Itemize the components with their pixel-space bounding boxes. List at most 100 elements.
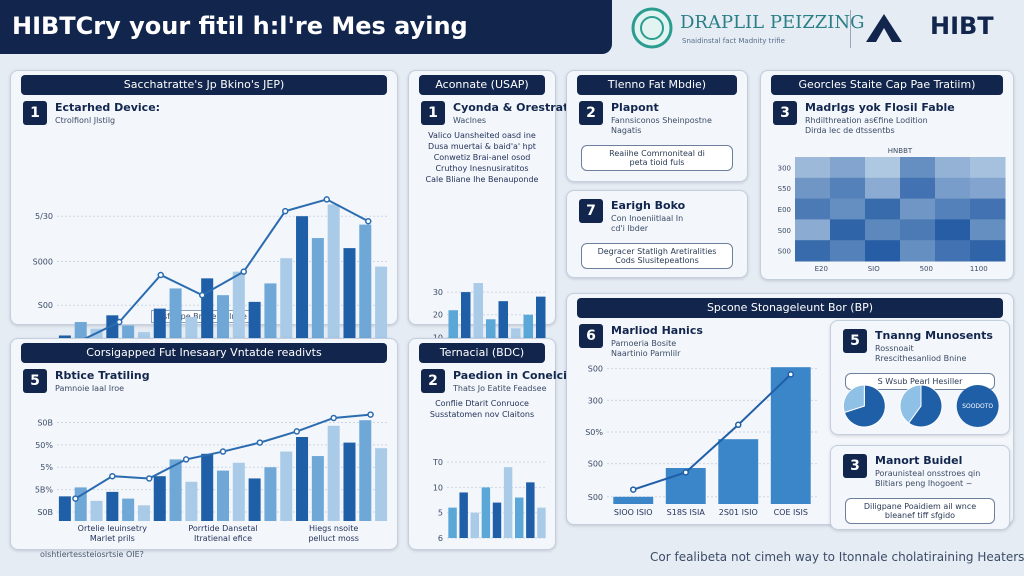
bar: [58, 496, 71, 521]
heat-cell: [795, 177, 831, 200]
y-label: S50: [778, 185, 791, 193]
y-tick-label: S0%: [585, 428, 603, 437]
y-tick-label: 5: [438, 509, 443, 518]
y-label: S00: [778, 248, 791, 256]
bar: [343, 442, 356, 521]
line-dot: [109, 472, 116, 480]
bar: [523, 314, 533, 360]
panel: Georcles Staite Cap Pae Tratiim) 3 Madrlgs…: [760, 70, 1014, 280]
badge: 6: [579, 324, 603, 348]
bar: [448, 310, 458, 360]
text-line: Conflie Dtarit Conruoce: [435, 399, 529, 408]
y-tick-label: T0: [432, 458, 443, 467]
panel-sub: Rhdilthreation as€fine Lodition: [805, 116, 928, 125]
badge: 5: [843, 329, 867, 353]
divider: [850, 10, 851, 48]
badge: 5: [23, 369, 47, 393]
bar: [536, 296, 546, 360]
line-dot: [116, 318, 123, 326]
heat-cell: [830, 177, 866, 200]
panel: 5 Tnanng Munosents Rossnoait Rrescithesanli…: [830, 320, 1010, 435]
panel: Aconnate (USAP) 1 Cyonda & Orestratlon Wacl…: [408, 70, 588, 360]
panel-sub: Pamnoie Iaal Iroe: [55, 384, 125, 393]
text-line: Cruthoy Inesnusiratitos: [435, 164, 529, 173]
bar: [327, 425, 340, 521]
line-dot: [682, 469, 689, 476]
panel-sub: Thats Jo Eatite Feadsee: [453, 384, 547, 393]
panel-heading: Paedion in Conelcinc: [453, 369, 582, 382]
panel-heading: Madrlgs yok Flosil Fable: [805, 101, 955, 114]
group-label: SIOO ISIO: [614, 508, 653, 517]
bar: [526, 482, 535, 538]
line-dot: [145, 475, 153, 482]
y-tick-label: S00: [588, 493, 603, 502]
panel-heading: Plapont: [611, 101, 659, 114]
chart: HNBBT 300 S50 E00 S00 S00 E20 SIO 500 1100: [778, 147, 1006, 273]
bar: [185, 481, 198, 521]
bar: [343, 248, 356, 359]
box-line: peta tioid fuls: [629, 158, 685, 167]
bar: [264, 467, 277, 521]
heat-cell: [865, 219, 901, 241]
trend-line: [632, 373, 792, 491]
x-label: SIO: [868, 265, 881, 273]
panel-heading: Rbtice Tratiling: [55, 369, 150, 382]
panel-title: Ternacial (BDC): [419, 343, 545, 363]
heat-cell: [935, 219, 971, 241]
y-tick-label: S00: [588, 365, 603, 374]
line-dot: [330, 414, 337, 422]
heat-cell: [970, 240, 1006, 262]
heat-cell: [935, 157, 971, 179]
heat-cell: [830, 219, 866, 241]
heat-cell: [935, 177, 971, 200]
logo-mark: [866, 14, 902, 42]
panel-title: Sacchatratte's Jp Bkino's JEP): [21, 75, 387, 95]
bar: [311, 456, 324, 521]
bar: [537, 507, 546, 538]
pie-slice: [956, 385, 999, 427]
chart: SOODOTO: [842, 384, 999, 428]
heat-cell: [900, 198, 936, 220]
panel: 3 Manort Buidel Poraunisteal onsstroes qin…: [830, 445, 1010, 530]
box-line: Degracer Statligh Aretiralities: [597, 247, 717, 256]
bar: [359, 420, 372, 521]
heat-cell: [900, 240, 936, 262]
bar: [359, 224, 372, 359]
badge: 2: [421, 369, 445, 393]
heat-cell: [935, 198, 971, 220]
brand-icon: [631, 7, 673, 49]
line-dot: [282, 207, 289, 215]
panel: Ternacial (BDC) 2 Paedion in Conelcinc That…: [408, 338, 581, 550]
panel-sub: Dirda lec de dtssentbs: [805, 126, 895, 135]
bar: [503, 467, 513, 538]
brand-name: DRAPLIL PEIZZING: [680, 12, 865, 33]
panel-title: Aconnate (USAP): [419, 75, 545, 95]
bar: [137, 505, 150, 521]
y-tick-label: 300: [588, 396, 603, 405]
group-label: Hiegs nsoite: [309, 524, 358, 533]
line-dot: [630, 486, 637, 493]
heat-cell: [970, 177, 1006, 200]
y-tick-label: 6: [438, 534, 443, 543]
panel-heading: Earigh Boko: [611, 199, 686, 212]
panel-sub: Poraunisteal onsstroes qin: [875, 469, 981, 478]
group-label: S18S ISIA: [667, 508, 706, 517]
bar: [232, 462, 245, 521]
badge: 1: [421, 101, 445, 125]
panel-heading: Tnanng Munosents: [875, 329, 993, 342]
text-line: Conwetiz Brai-anel osod: [433, 153, 531, 162]
line-dot: [199, 291, 206, 299]
heat-cell: [830, 157, 866, 179]
bar: [232, 271, 245, 359]
heat-cell: [865, 157, 901, 179]
y-label: S00: [778, 227, 791, 235]
bar: [448, 507, 457, 538]
heat-cell: [900, 157, 936, 179]
pie-slice: [899, 384, 922, 424]
bar: [375, 448, 388, 521]
heat-cell: [970, 219, 1006, 241]
line-dot: [365, 217, 372, 225]
group-label: Porrtide Dansetal: [188, 524, 257, 533]
heat-cell: [830, 240, 866, 262]
